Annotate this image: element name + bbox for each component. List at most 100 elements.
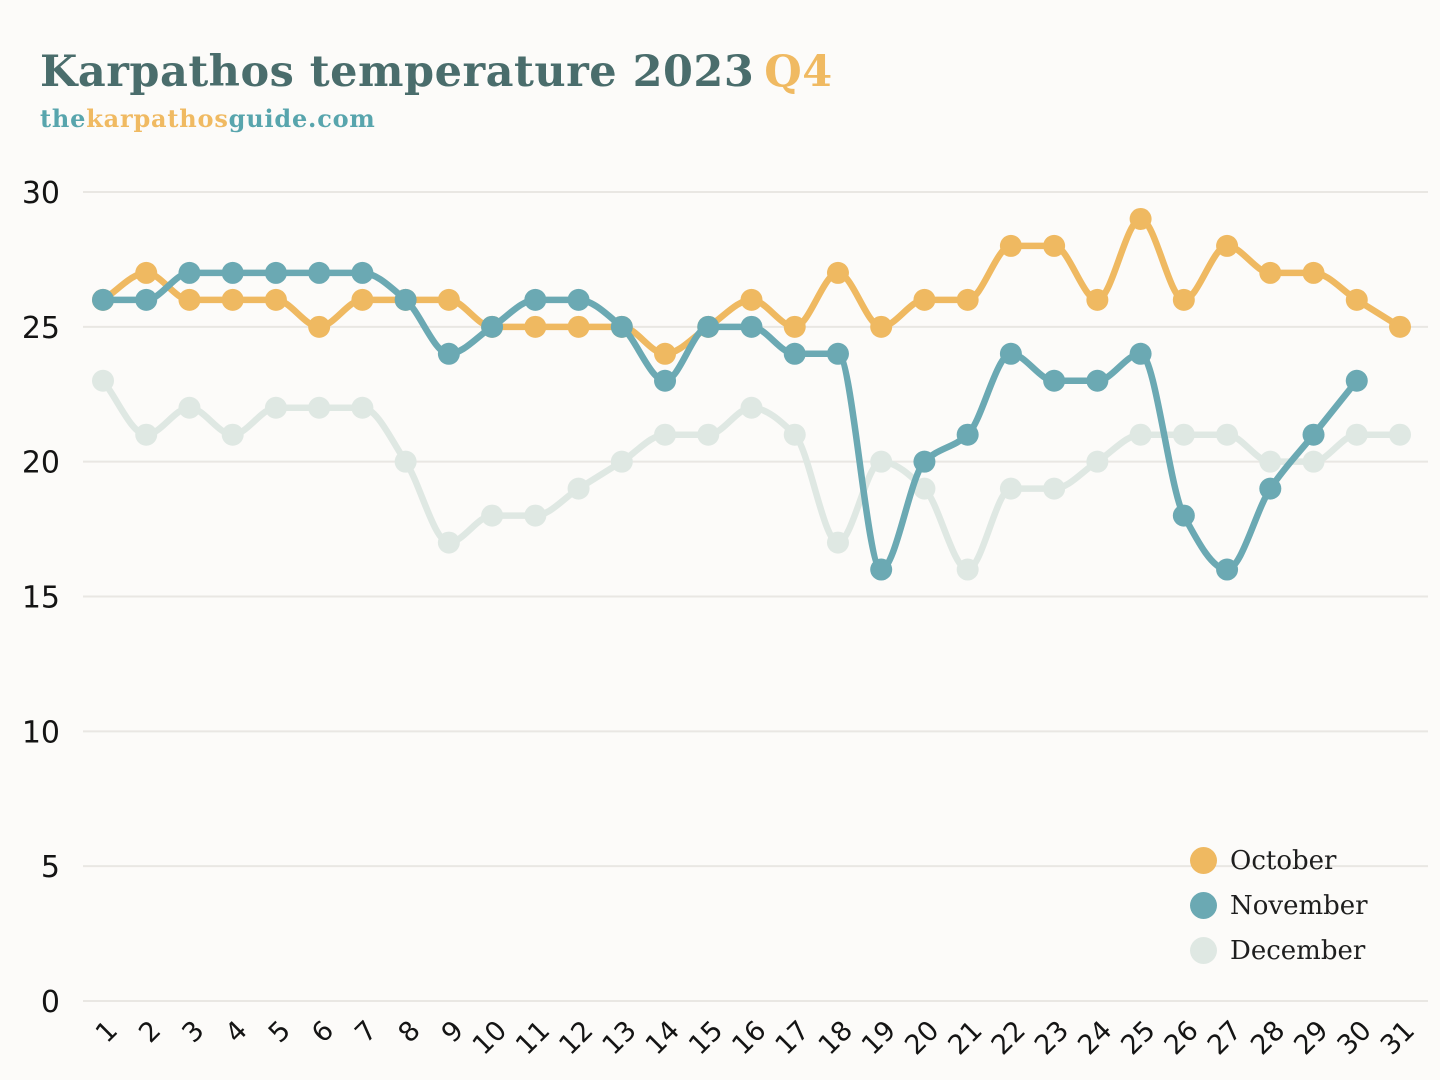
data-point-december-day12 <box>567 477 590 500</box>
x-tick-label-19: 19 <box>856 1015 902 1061</box>
data-point-november-day14 <box>654 369 677 392</box>
data-point-december-day21 <box>956 558 979 581</box>
data-point-november-day4 <box>221 261 244 284</box>
title-main-text: Karpathos temperature 2023 <box>40 47 755 97</box>
data-point-december-day14 <box>654 423 677 446</box>
x-tick-label-18: 18 <box>813 1015 859 1061</box>
data-point-november-day23 <box>1043 369 1066 392</box>
series-line-november <box>99 269 1361 573</box>
x-tick-label-1: 1 <box>90 1015 124 1049</box>
watermark-the: the <box>40 104 87 134</box>
y-tick-label-5: 5 <box>41 850 60 885</box>
data-point-october-day14 <box>654 342 677 365</box>
x-tick-label-6: 6 <box>306 1015 340 1049</box>
data-point-october-day6 <box>308 315 331 338</box>
data-point-december-day30 <box>1345 423 1368 446</box>
data-point-december-day7 <box>351 396 374 419</box>
data-point-october-day24 <box>1086 288 1109 311</box>
site-watermark: thekarpathosguide.com <box>40 104 833 133</box>
watermark-guide: guide.com <box>228 104 376 134</box>
x-tick-label-2: 2 <box>133 1015 167 1049</box>
x-tick-label-8: 8 <box>393 1015 427 1049</box>
data-point-october-day22 <box>999 234 1022 257</box>
legend-item-november: November <box>1190 891 1368 920</box>
data-point-october-day27 <box>1216 234 1239 257</box>
data-point-december-day31 <box>1389 423 1411 446</box>
data-point-november-day27 <box>1216 558 1239 581</box>
data-point-december-day20 <box>913 477 936 500</box>
data-point-december-day11 <box>524 504 547 527</box>
title-accent-text: Q4 <box>764 47 833 97</box>
x-tick-label-9: 9 <box>436 1015 470 1049</box>
data-point-november-day30 <box>1345 369 1368 392</box>
data-point-december-day4 <box>221 423 244 446</box>
data-point-december-day23 <box>1043 477 1066 500</box>
x-tick-label-25: 25 <box>1115 1015 1161 1061</box>
data-point-december-day18 <box>826 531 849 554</box>
data-point-october-day21 <box>956 288 979 311</box>
x-tick-label-23: 23 <box>1029 1015 1075 1061</box>
data-point-november-day7 <box>351 261 374 284</box>
data-point-november-day21 <box>956 423 979 446</box>
data-point-november-day16 <box>740 315 763 338</box>
data-point-december-day6 <box>308 396 331 419</box>
legend-item-december: December <box>1190 936 1368 965</box>
data-point-october-day5 <box>264 288 287 311</box>
data-point-november-day25 <box>1129 342 1152 365</box>
data-point-november-day19 <box>870 558 893 581</box>
x-tick-label-31: 31 <box>1375 1015 1421 1061</box>
x-tick-label-24: 24 <box>1072 1015 1118 1061</box>
data-point-november-day17 <box>783 342 806 365</box>
data-point-october-day11 <box>524 315 547 338</box>
data-point-october-day18 <box>826 261 849 284</box>
data-point-october-day16 <box>740 288 763 311</box>
y-tick-label-10: 10 <box>22 715 60 750</box>
page-title: Karpathos temperature 2023 Q4 <box>40 47 833 97</box>
data-point-october-day7 <box>351 288 374 311</box>
x-tick-label-30: 30 <box>1332 1015 1378 1061</box>
x-tick-label-29: 29 <box>1288 1015 1334 1061</box>
x-tick-label-5: 5 <box>263 1015 297 1049</box>
data-point-december-day8 <box>394 450 417 473</box>
x-tick-label-28: 28 <box>1245 1015 1291 1061</box>
x-tick-label-21: 21 <box>942 1015 988 1061</box>
data-point-november-day24 <box>1086 369 1109 392</box>
data-point-december-day28 <box>1259 450 1282 473</box>
data-point-november-day20 <box>913 450 936 473</box>
data-point-november-day26 <box>1172 504 1195 527</box>
data-point-december-day10 <box>481 504 504 527</box>
x-tick-label-22: 22 <box>986 1015 1032 1061</box>
x-tick-label-12: 12 <box>553 1015 599 1061</box>
legend-label-december: December <box>1230 935 1366 966</box>
data-point-november-day1 <box>92 288 114 311</box>
y-tick-label-25: 25 <box>22 311 60 346</box>
data-point-october-day4 <box>221 288 244 311</box>
data-point-december-day5 <box>264 396 287 419</box>
x-tick-label-14: 14 <box>640 1015 686 1061</box>
legend-label-october: October <box>1230 845 1337 876</box>
data-point-october-day31 <box>1389 315 1411 338</box>
data-point-november-day3 <box>178 261 201 284</box>
data-point-december-day24 <box>1086 450 1109 473</box>
data-point-october-day12 <box>567 315 590 338</box>
data-point-november-day15 <box>697 315 720 338</box>
x-tick-label-4: 4 <box>220 1015 254 1049</box>
x-tick-label-26: 26 <box>1159 1015 1205 1061</box>
chart-header: Karpathos temperature 2023 Q4 thekarpatho… <box>40 47 833 133</box>
data-point-november-day8 <box>394 288 417 311</box>
data-point-december-day2 <box>135 423 158 446</box>
data-point-november-day5 <box>264 261 287 284</box>
data-point-december-day19 <box>870 450 893 473</box>
x-tick-label-11: 11 <box>510 1015 556 1061</box>
x-tick-label-3: 3 <box>176 1015 210 1049</box>
y-tick-label-20: 20 <box>22 446 60 481</box>
data-point-december-day27 <box>1216 423 1239 446</box>
data-point-october-day9 <box>437 288 460 311</box>
y-tick-label-0: 0 <box>41 985 60 1020</box>
data-point-december-day13 <box>610 450 633 473</box>
watermark-karpathos: karpathos <box>86 104 229 134</box>
x-tick-label-15: 15 <box>683 1015 729 1061</box>
data-point-december-day25 <box>1129 423 1152 446</box>
legend-swatch-november-icon <box>1190 892 1217 919</box>
